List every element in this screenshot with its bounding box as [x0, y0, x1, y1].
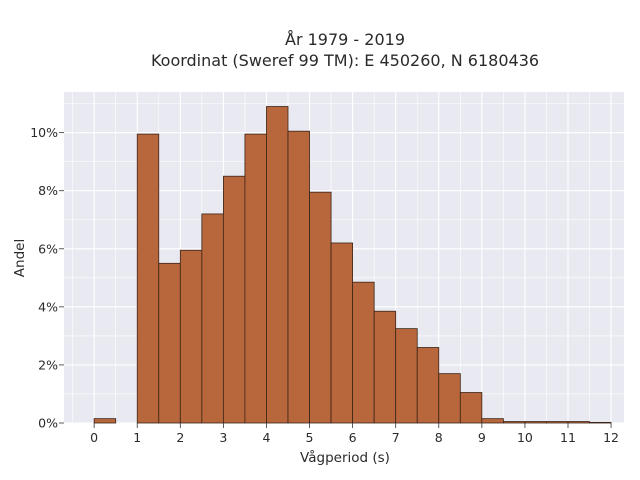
x-tick-label: 6: [349, 430, 357, 445]
y-tick-label: 0%: [38, 416, 58, 431]
histogram-bar: [330, 242, 354, 424]
histogram-bar: [567, 421, 590, 424]
x-tick-label: 11: [560, 430, 576, 445]
histogram-bar: [524, 421, 547, 424]
histogram-bar: [459, 392, 483, 424]
x-tick-label: 4: [262, 430, 270, 445]
histogram-bar: [309, 191, 332, 424]
x-tick-label: 1: [133, 430, 141, 445]
x-tick-label: 7: [392, 430, 400, 445]
x-tick-label: 9: [478, 430, 486, 445]
y-axis-label: Andel: [12, 239, 28, 277]
histogram-bar: [481, 418, 504, 424]
y-tick-label: 2%: [38, 357, 58, 372]
histogram-bar: [266, 106, 289, 424]
y-tick-label: 10%: [30, 125, 58, 140]
y-tick-label: 6%: [38, 241, 58, 256]
histogram-bar: [373, 310, 397, 424]
x-tick-label: 2: [176, 430, 184, 445]
chart-title-line-2: Koordinat (Sweref 99 TM): E 450260, N 61…: [151, 51, 539, 70]
histogram-bar: [546, 421, 569, 424]
x-tick-label: 3: [219, 430, 227, 445]
histogram-bar: [352, 281, 375, 424]
histogram-bar: [222, 175, 246, 424]
x-tick-label: 12: [603, 430, 619, 445]
chart-title-line-1: År 1979 - 2019: [285, 30, 405, 49]
histogram-bar: [158, 262, 181, 424]
y-axis-ticks: 0% 2% 4% 6% 8% 10%: [30, 125, 64, 431]
x-tick-label: 5: [306, 430, 314, 445]
x-tick-label: 8: [435, 430, 443, 445]
histogram-bar: [287, 130, 310, 424]
y-tick-label: 4%: [38, 299, 58, 314]
x-axis-ticks: 0 1 2 3 4 5 6 7 8 9 10 11 12: [90, 423, 619, 445]
y-tick-label: 8%: [38, 183, 58, 198]
histogram-bar: [502, 421, 526, 424]
histogram-bar: [395, 328, 418, 424]
histogram-bar: [201, 213, 224, 424]
histogram-bar: [589, 422, 612, 424]
histogram-bar: [93, 418, 117, 424]
histogram-bar: [416, 347, 440, 424]
histogram-bar: [136, 133, 160, 424]
histogram-bar: [438, 373, 461, 424]
histogram-bar: [244, 133, 267, 424]
x-axis-label: Vågperiod (s): [300, 449, 390, 466]
x-tick-label: 10: [517, 430, 533, 445]
x-tick-label: 0: [90, 430, 98, 445]
histogram-bars: [93, 106, 612, 424]
histogram-bar: [179, 249, 203, 424]
